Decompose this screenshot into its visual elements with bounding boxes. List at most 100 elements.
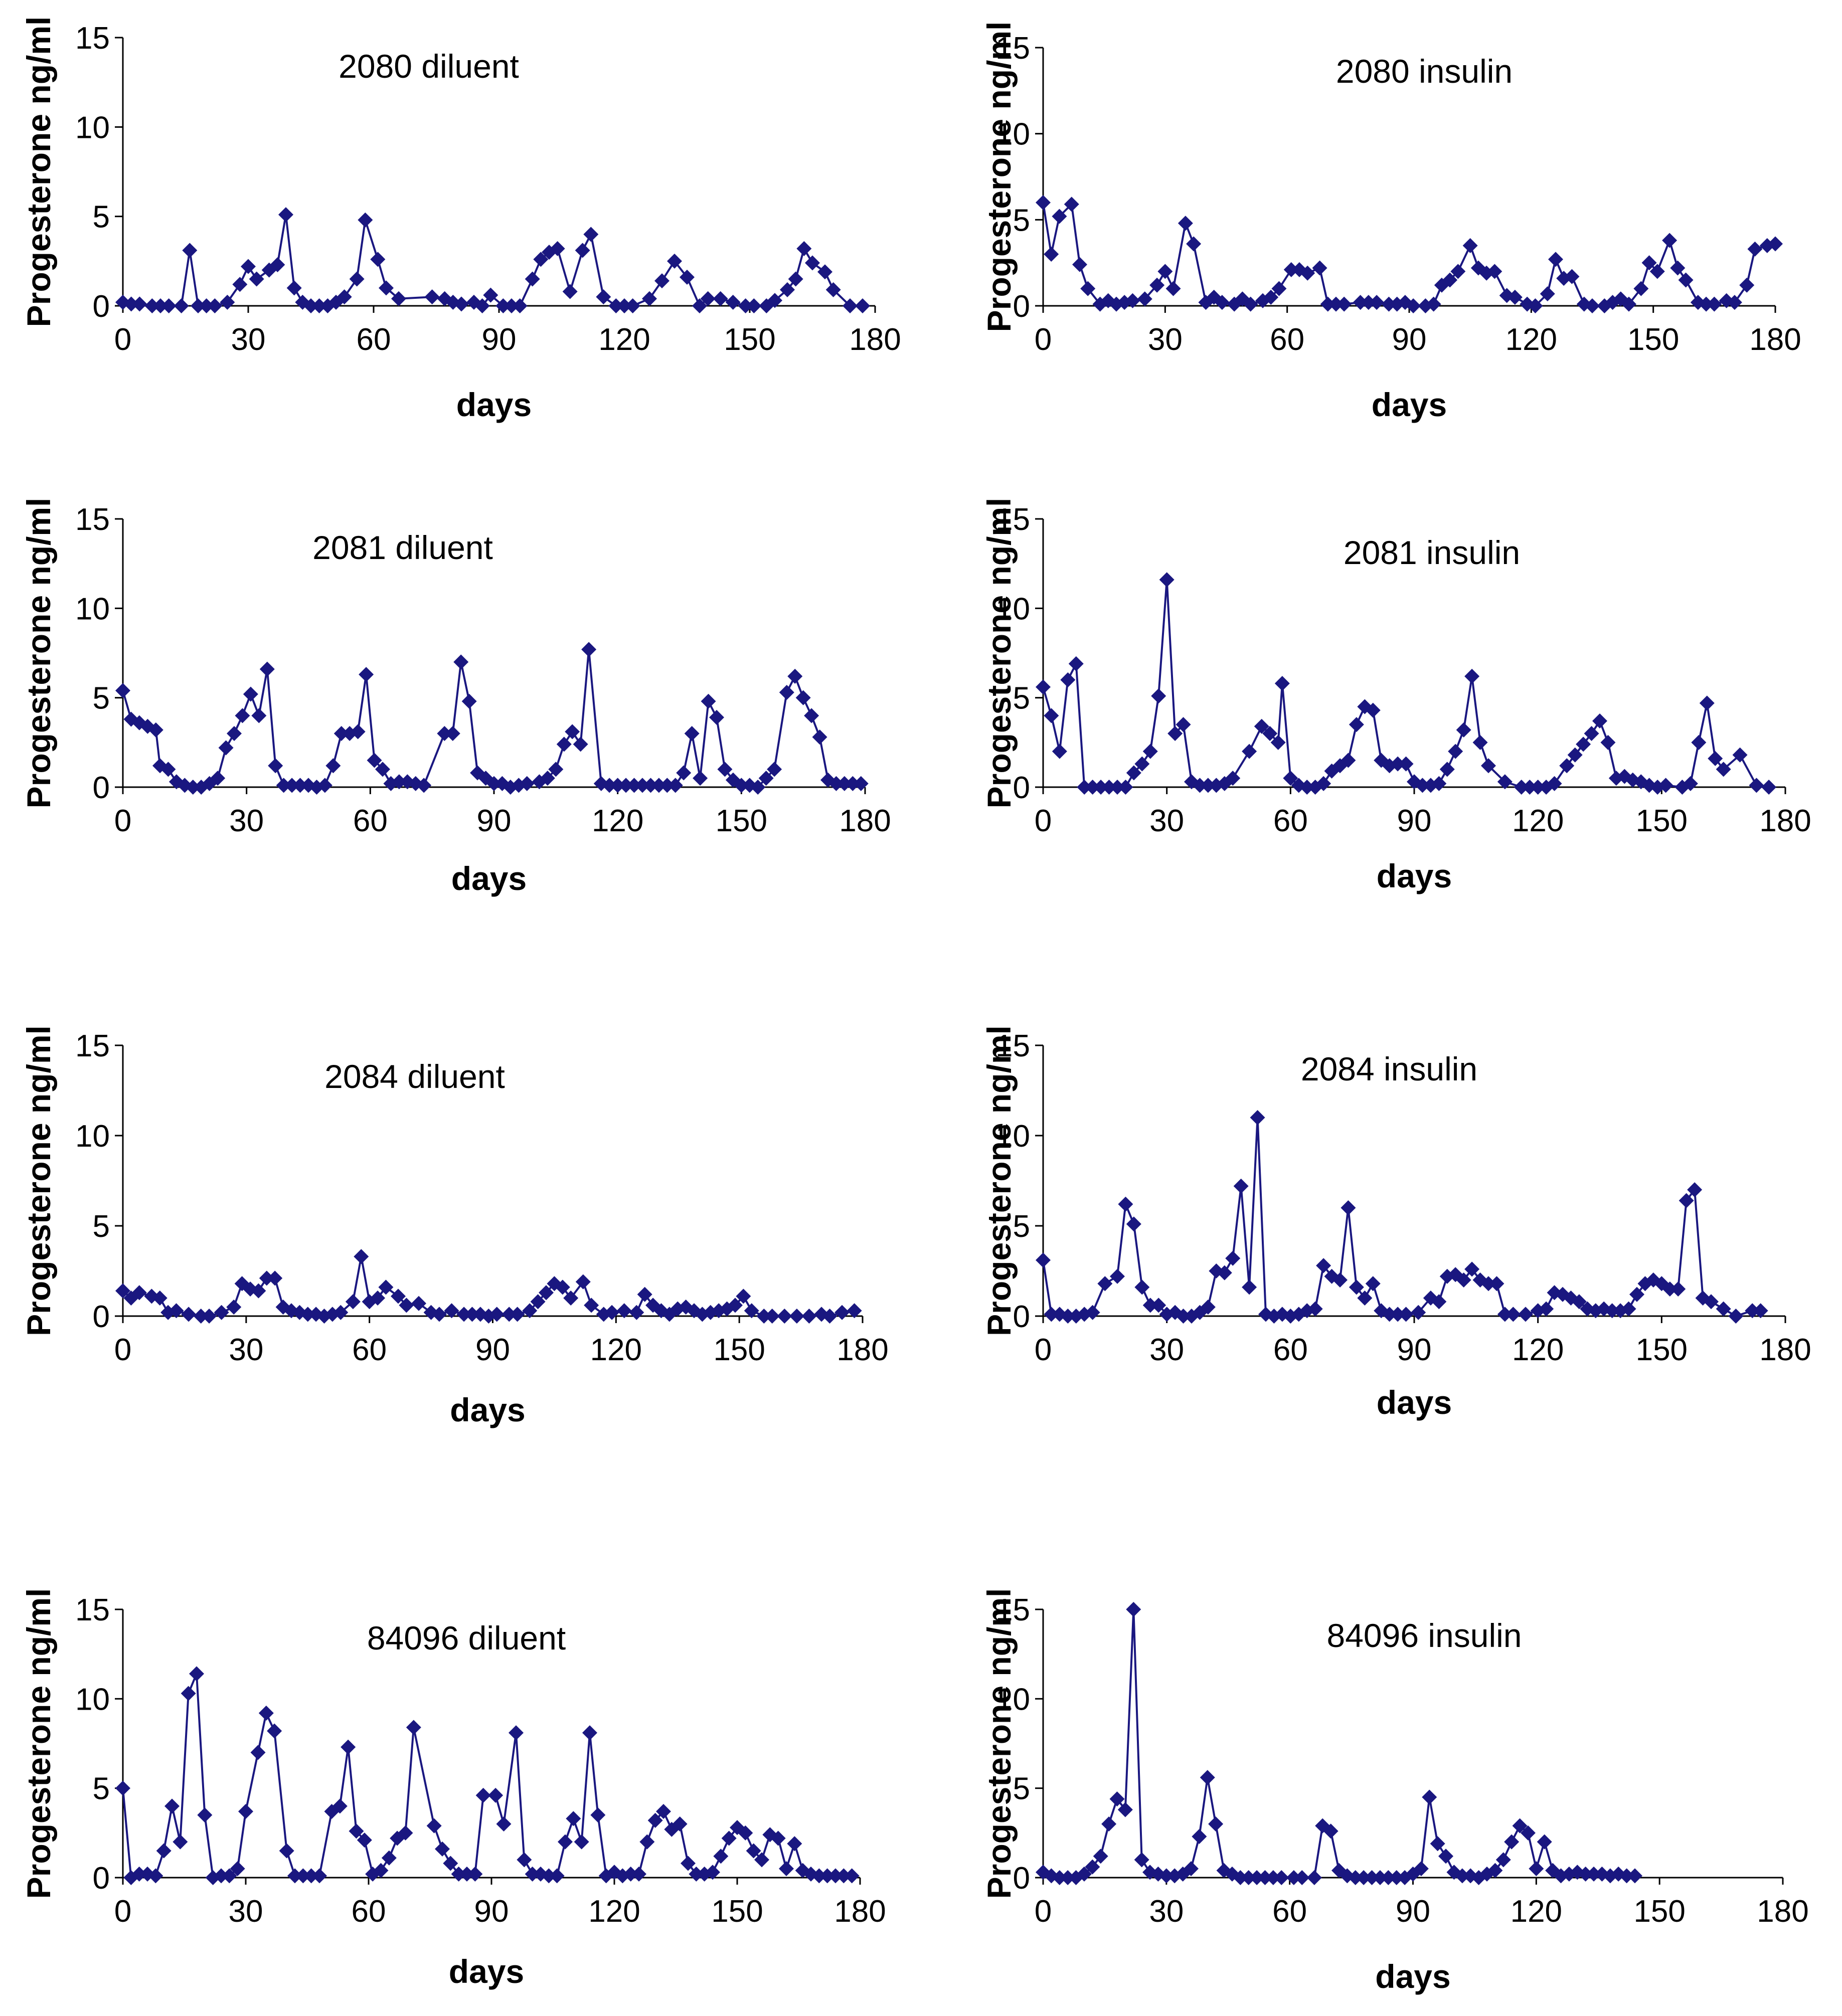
y-tick-label: 5 [1013, 1772, 1030, 1806]
x-tick-label: 60 [1270, 322, 1304, 357]
data-point [540, 771, 555, 786]
x-tick-label: 30 [1149, 804, 1184, 838]
data-point [1323, 1823, 1338, 1839]
data-point [1117, 1802, 1133, 1817]
data-point [1274, 1870, 1289, 1885]
data-point [1306, 1870, 1322, 1885]
chart-title: 2084 insulin [1301, 1050, 1477, 1087]
data-point [1233, 1178, 1249, 1194]
data-point [1548, 252, 1563, 267]
data-point [1271, 281, 1287, 296]
data-point [220, 294, 235, 310]
y-tick-label: 0 [1013, 289, 1030, 324]
data-point [1426, 296, 1441, 312]
data-point [325, 758, 341, 774]
data-point [398, 1825, 413, 1841]
x-tick-label: 180 [839, 804, 891, 838]
y-tick-label: 0 [1013, 771, 1030, 805]
data-point [259, 661, 275, 677]
data-point [1670, 1281, 1686, 1297]
data-point [1662, 233, 1678, 248]
x-tick-label: 0 [114, 804, 131, 838]
x-tick-label: 0 [1035, 322, 1052, 357]
data-point [1745, 1303, 1760, 1319]
data-point [333, 1305, 349, 1320]
data-point [373, 1863, 389, 1878]
data-point [1528, 298, 1543, 313]
data-point [1176, 1309, 1191, 1324]
data-point [1442, 272, 1458, 288]
data-point [834, 1305, 850, 1320]
data-point [1118, 780, 1133, 795]
chart-title: 2080 insulin [1336, 53, 1513, 90]
data-point [787, 1836, 802, 1852]
data-point [623, 1866, 638, 1882]
data-point [631, 1866, 646, 1882]
x-tick-label: 60 [1273, 804, 1308, 838]
data-point [642, 291, 657, 306]
data-point [391, 291, 406, 306]
data-point [370, 252, 386, 267]
data-point [1134, 1279, 1150, 1295]
data-point [1254, 718, 1269, 734]
data-point [680, 269, 695, 285]
data-point [1413, 1861, 1429, 1877]
data-point [1514, 780, 1529, 795]
data-point [779, 684, 794, 700]
data-point [286, 280, 302, 296]
data-point [1052, 1870, 1067, 1885]
data-point [635, 778, 650, 793]
chart-title: 2080 diluent [339, 48, 519, 85]
data-point [337, 289, 352, 305]
data-point [399, 1298, 414, 1313]
data-point [512, 298, 528, 313]
data-point [1398, 756, 1414, 772]
x-tick-label: 180 [849, 322, 901, 357]
data-point [618, 778, 634, 793]
data-point [1398, 1307, 1414, 1322]
data-point [197, 1807, 213, 1823]
data-point [1214, 295, 1230, 310]
data-point [1064, 197, 1079, 212]
x-tick-label: 150 [1633, 1894, 1685, 1929]
data-point [625, 298, 640, 313]
data-point [1242, 744, 1257, 759]
data-point [1481, 1276, 1496, 1292]
data-point [1270, 735, 1286, 750]
x-tick-label: 180 [1759, 1333, 1811, 1367]
y-axis-label: Progesterone ng/ml [980, 1588, 1018, 1899]
x-tick-label: 120 [1505, 322, 1557, 357]
data-point [132, 296, 147, 312]
data-point [454, 296, 469, 312]
data-point [1431, 1294, 1447, 1310]
data-point [1753, 1303, 1768, 1319]
data-point [259, 1270, 274, 1286]
data-point [1341, 753, 1356, 768]
data-point [278, 207, 293, 223]
data-point [1585, 298, 1600, 313]
data-point [437, 726, 452, 741]
data-point [1217, 1265, 1232, 1280]
x-tick-label: 30 [229, 1333, 263, 1367]
data-point [1036, 1252, 1051, 1268]
data-point [349, 1823, 364, 1839]
data-point [744, 1303, 759, 1319]
data-point [185, 780, 201, 795]
data-point [1450, 264, 1466, 279]
data-point [767, 293, 782, 308]
data-point [573, 737, 588, 752]
data-point [1101, 780, 1117, 795]
data-point [1621, 296, 1636, 312]
data-point [825, 282, 841, 297]
data-point [1487, 1863, 1503, 1878]
data-point [1629, 1287, 1644, 1302]
data-point [738, 298, 753, 313]
data-point [701, 693, 716, 709]
data-point [1564, 269, 1580, 284]
data-point [461, 693, 477, 709]
data-point [1462, 238, 1478, 253]
x-tick-label: 60 [352, 1894, 386, 1929]
data-point [1349, 717, 1364, 732]
